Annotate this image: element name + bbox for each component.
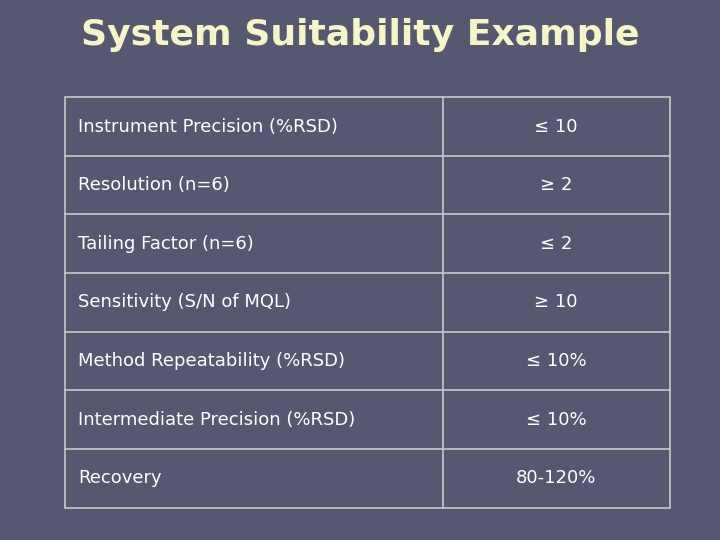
Bar [65,97,670,508]
Text: ≤ 10: ≤ 10 [534,118,578,136]
Text: ≤ 10%: ≤ 10% [526,352,587,370]
Text: System Suitability Example: System Suitability Example [81,18,639,52]
Text: Resolution (n=6): Resolution (n=6) [78,176,230,194]
Text: Instrument Precision (%RSD): Instrument Precision (%RSD) [78,118,338,136]
Text: ≥ 2: ≥ 2 [540,176,572,194]
Text: Method Repeatability (%RSD): Method Repeatability (%RSD) [78,352,345,370]
Text: Recovery: Recovery [78,469,161,487]
Text: ≥ 10: ≥ 10 [534,293,578,312]
Text: ≤ 2: ≤ 2 [540,235,572,253]
Text: Sensitivity (S/N of MQL): Sensitivity (S/N of MQL) [78,293,291,312]
Text: Tailing Factor (n=6): Tailing Factor (n=6) [78,235,253,253]
Text: 80-120%: 80-120% [516,469,596,487]
Text: Intermediate Precision (%RSD): Intermediate Precision (%RSD) [78,410,355,429]
Text: ≤ 10%: ≤ 10% [526,410,587,429]
